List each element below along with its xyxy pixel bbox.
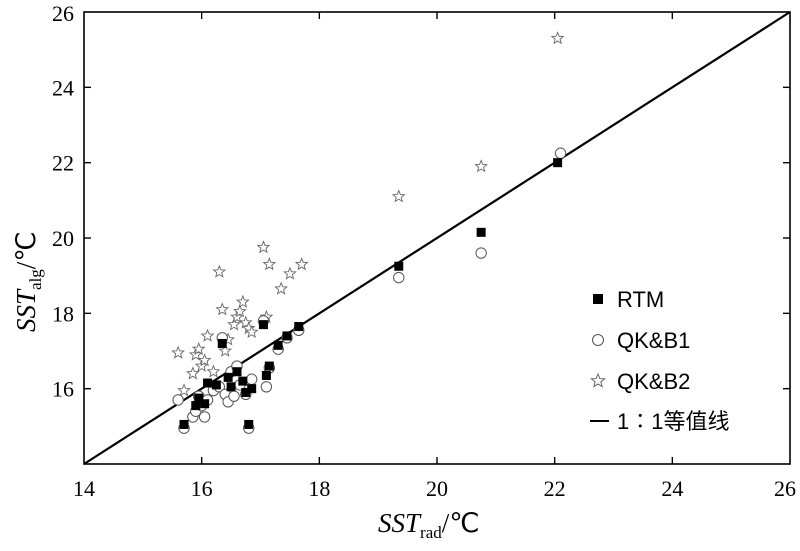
axis-ticks: 14 16 18 20 22 24 26 16 18 20 22 24 26 — [52, 1, 796, 501]
data-point-rtm — [194, 393, 204, 403]
data-points — [171, 31, 567, 434]
y-axis-title-unit: /℃ — [11, 231, 41, 269]
data-point-rtm — [244, 419, 254, 429]
data-point-qkb2 — [215, 302, 230, 316]
data-point-qkb2 — [191, 341, 206, 355]
data-point-qkb1 — [245, 373, 258, 385]
data-point-rtm — [200, 399, 210, 409]
legend-marker-rtm — [593, 294, 603, 304]
data-point-rtm — [179, 419, 189, 429]
legend: RTM QK&B1 QK&B2 1∶1等值线 — [590, 287, 729, 434]
data-point-qkb2 — [227, 317, 241, 331]
x-axis-title-main: SST — [378, 508, 422, 538]
data-point-qkb2 — [391, 189, 406, 203]
series-qkb2 — [171, 31, 565, 397]
x-tick-label: 16 — [191, 476, 213, 501]
data-point-rtm — [247, 384, 257, 394]
reference-line-1-to-1 — [83, 11, 791, 465]
data-point-qkb2 — [262, 257, 277, 271]
legend-marker-qkb2 — [590, 372, 606, 388]
data-point-rtm — [394, 261, 404, 271]
data-point-rtm — [241, 387, 251, 397]
x-tick-label: 24 — [661, 476, 683, 501]
legend-label-qkb2: QK&B2 — [617, 369, 690, 394]
data-point-qkb2 — [244, 324, 259, 339]
data-point-rtm — [217, 338, 227, 348]
data-point-qkb2 — [185, 366, 200, 380]
legend-star-shape — [590, 372, 606, 388]
x-tick-label: 22 — [544, 476, 566, 501]
legend-marker-qkb1 — [592, 334, 604, 346]
x-tick-label: 18 — [308, 476, 330, 501]
data-point-qkb2 — [283, 266, 297, 280]
legend-label-reference-line: 1∶1等值线 — [617, 409, 729, 434]
data-point-rtm — [261, 370, 271, 380]
data-point-qkb2 — [218, 343, 233, 357]
y-tick-label: 22 — [52, 151, 74, 176]
data-point-qkb2 — [200, 328, 215, 342]
legend-label-rtm: RTM — [617, 287, 664, 312]
y-axis-title: SSTalg/℃ — [11, 231, 45, 332]
y-tick-label: 26 — [52, 1, 74, 26]
data-point-qkb1 — [228, 390, 240, 402]
y-axis-title-subscript: alg — [26, 269, 45, 290]
data-point-rtm — [264, 361, 274, 371]
data-point-qkb2 — [233, 304, 247, 318]
x-tick-label: 20 — [426, 476, 448, 501]
data-point-qkb2 — [197, 353, 212, 367]
data-point-rtm — [282, 331, 292, 341]
x-axis-title: SSTrad/℃ — [378, 508, 480, 542]
data-point-qkb1 — [393, 271, 405, 284]
data-point-qkb2 — [550, 31, 565, 45]
data-point-qkb2 — [212, 264, 227, 278]
y-tick-label: 24 — [52, 75, 74, 100]
y-tick-label: 20 — [52, 226, 74, 251]
data-point-rtm — [223, 372, 233, 382]
data-point-qkb1 — [172, 394, 184, 406]
data-point-qkb2 — [238, 315, 253, 329]
data-point-qkb2 — [206, 364, 221, 378]
x-tick-label: 26 — [774, 476, 796, 501]
data-point-rtm — [273, 340, 283, 350]
data-point-rtm — [258, 320, 268, 330]
data-point-qkb2 — [256, 240, 271, 254]
data-point-qkb2 — [235, 294, 250, 308]
data-point-rtm — [476, 227, 486, 237]
data-point-qkb1 — [475, 247, 487, 259]
data-point-qkb1 — [260, 381, 273, 393]
data-point-rtm — [553, 158, 563, 168]
data-point-rtm — [211, 380, 221, 390]
y-tick-label: 18 — [52, 301, 74, 326]
data-point-rtm — [232, 367, 242, 377]
data-point-rtm — [238, 376, 248, 386]
x-axis-title-subscript: rad — [420, 523, 442, 542]
y-tick-label: 16 — [52, 377, 74, 402]
data-point-rtm — [226, 382, 236, 392]
data-point-qkb1 — [554, 147, 567, 159]
data-point-qkb2 — [274, 281, 288, 295]
y-axis-title-main: SST — [11, 288, 41, 332]
data-point-qkb2 — [171, 345, 186, 359]
legend-label-qkb1: QK&B1 — [617, 328, 690, 353]
data-point-qkb2 — [177, 383, 191, 397]
data-point-rtm — [191, 401, 201, 411]
data-point-qkb1 — [198, 411, 211, 423]
data-point-qkb2 — [294, 257, 309, 271]
x-axis-title-unit: /℃ — [442, 508, 480, 538]
data-point-rtm — [294, 322, 304, 332]
data-point-rtm — [203, 378, 213, 388]
series-rtm — [179, 158, 563, 429]
data-point-qkb2 — [474, 159, 489, 173]
x-tick-label: 14 — [73, 476, 95, 501]
